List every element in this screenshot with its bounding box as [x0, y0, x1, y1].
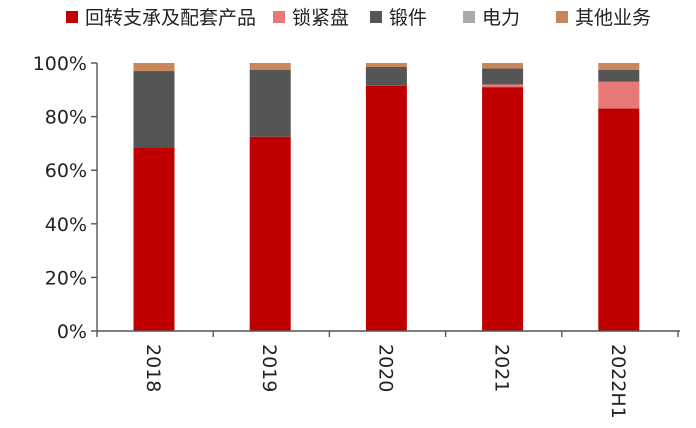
x-axis: 2018 2019 2020 2021 2022H1 [96, 330, 680, 419]
bar-segment [482, 87, 524, 332]
legend-swatch [66, 11, 78, 23]
bar-segment [482, 84, 524, 88]
legend-swatch [273, 11, 285, 23]
bar-segment [365, 63, 407, 68]
legend-swatch [370, 11, 382, 23]
x-category-label: 2021 [491, 344, 513, 392]
x-category-label: 2018 [142, 344, 164, 392]
bar-segment [598, 108, 640, 331]
x-category-label: 2019 [258, 344, 280, 392]
y-tick-label: 20% [45, 267, 87, 289]
x-category-label: 2022H1 [607, 344, 629, 419]
bar-segment [598, 69, 640, 82]
bar-segment [249, 69, 291, 137]
legend-label: 其他业务 [575, 7, 651, 29]
bar-segment [365, 67, 407, 86]
y-tick-label: 60% [45, 160, 87, 182]
bar-segment [133, 63, 175, 72]
bar-segment [482, 68, 524, 85]
legend-label: 锁紧盘 [292, 7, 349, 29]
bar-segment [133, 147, 175, 331]
x-category-label: 2020 [374, 344, 396, 392]
legend-label: 电力 [482, 7, 520, 29]
legend-label: 回转支承及配套产品 [85, 7, 256, 29]
legend-swatch [556, 11, 568, 23]
y-tick-label: 100% [33, 53, 87, 75]
y-tick-label: 40% [45, 214, 87, 236]
bar-segment [598, 81, 640, 109]
bar-segment [249, 136, 291, 331]
bar-segment [133, 71, 175, 148]
y-tick-label: 0% [57, 321, 87, 343]
y-tick-label: 80% [45, 107, 87, 129]
bars-area [133, 63, 640, 332]
legend: 回转支承及配套产品 锁紧盘 锻件 电力 其他业务 [66, 7, 651, 29]
bar-segment [249, 63, 291, 70]
bar-segment [598, 63, 640, 70]
bar-segment [365, 85, 407, 331]
y-axis: 0% 20% 40% 60% 80% 100% [33, 53, 98, 343]
legend-label: 锻件 [389, 7, 427, 29]
bar-segment [482, 63, 524, 69]
legend-swatch [463, 11, 475, 23]
